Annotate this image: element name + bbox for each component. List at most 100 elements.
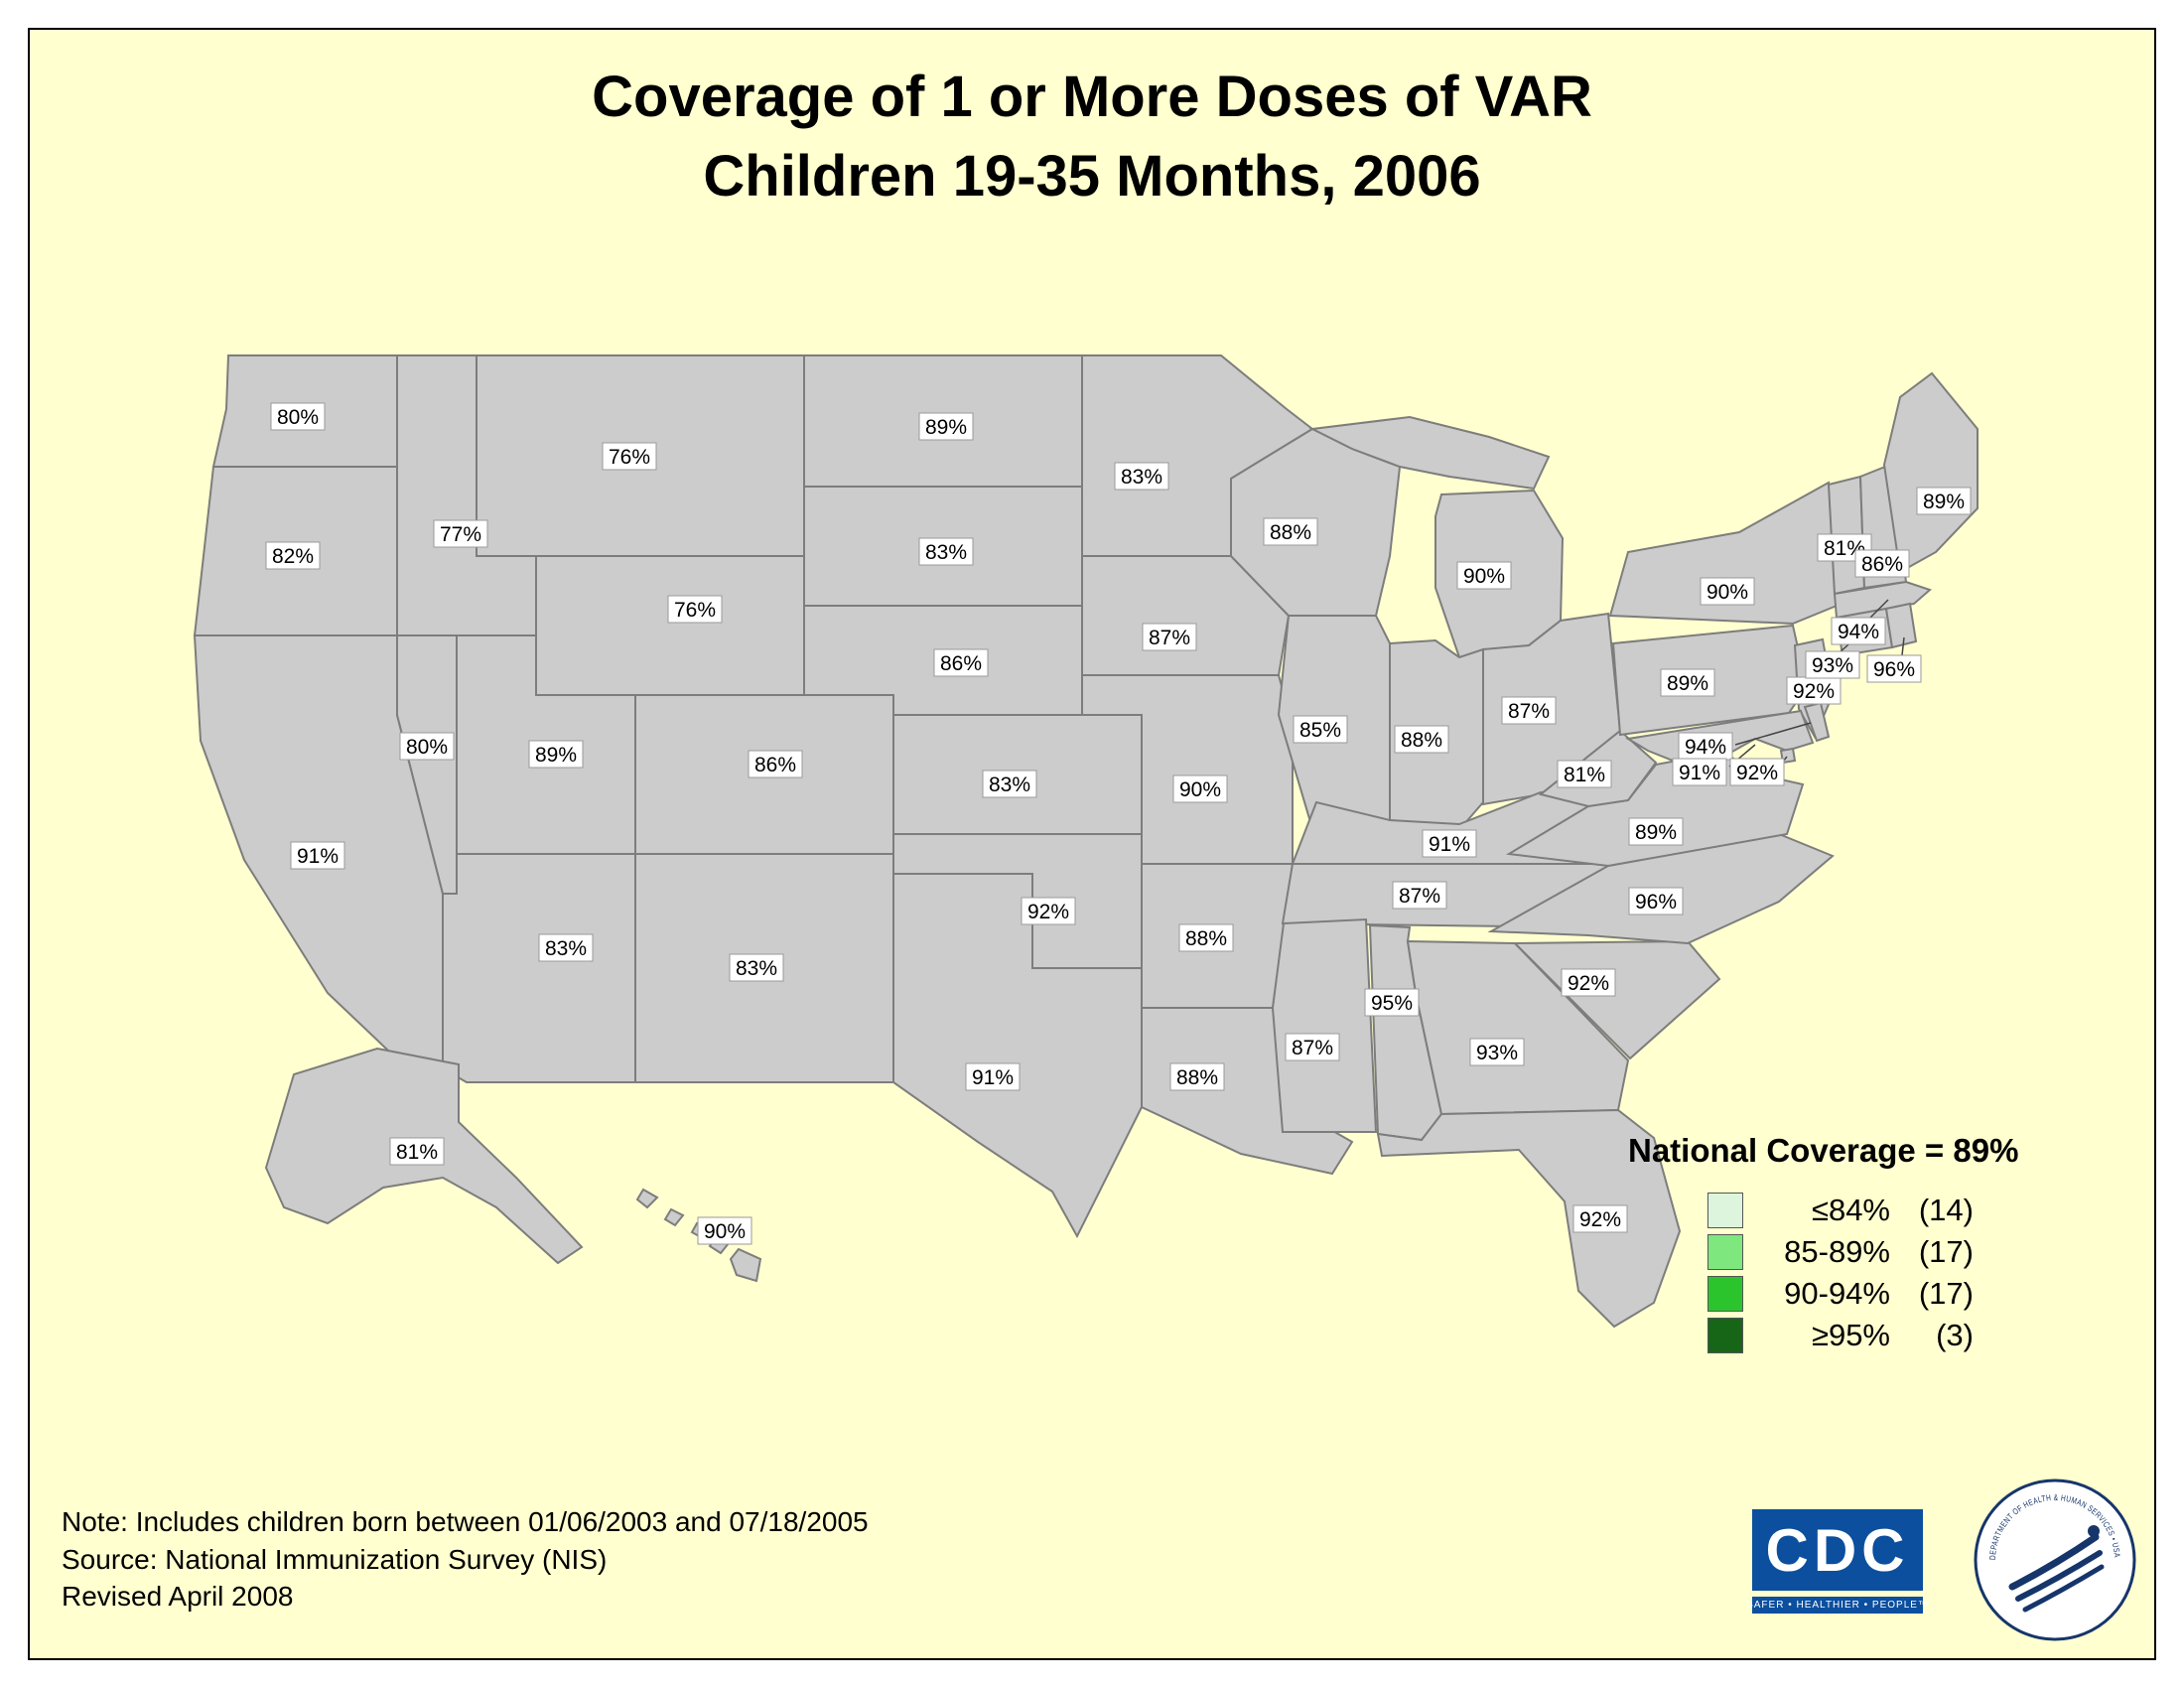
state-label-ID: 77% [433,519,488,548]
state-label-SD: 83% [918,537,974,566]
legend-row-2: 85-89% (17) [1628,1231,2105,1273]
svg-text:92%: 92% [1579,1208,1621,1231]
state-IA [1081,555,1291,676]
state-label-TN: 87% [1392,881,1447,910]
legend-count-85-89: (17) [1918,1234,1974,1269]
state-label-NM: 83% [729,953,784,982]
leader-RI [1901,636,1905,656]
cdc-logo-text: CDC [1752,1509,1923,1591]
slide-title: Coverage of 1 or More Doses of VAR Child… [0,58,2184,216]
state-value-labels: 80% 82% 91% 80% 77% 76% 76% 89% 86% 83% 83% 89% 83% 8… [265,402,1972,1245]
state-label-WA: 80% [270,402,326,431]
legend-label-le84: ≤84% [1811,1193,1890,1227]
svg-text:86%: 86% [754,754,796,776]
legend-count-ge95: (3) [1936,1318,1974,1352]
svg-text:90%: 90% [704,1220,746,1243]
state-label-CO: 86% [748,750,803,778]
svg-text:96%: 96% [1873,658,1915,681]
state-label-DC: 92% [1729,758,1785,786]
svg-text:96%: 96% [1635,891,1677,914]
svg-text:85%: 85% [1299,719,1341,742]
svg-text:90%: 90% [1463,565,1505,588]
state-label-HI: 90% [697,1216,752,1245]
state-label-SC: 92% [1561,968,1616,997]
svg-text:81%: 81% [1564,764,1605,786]
note-line: Note: Includes children born between 01/… [62,1506,869,1537]
svg-text:89%: 89% [925,416,967,439]
svg-text:80%: 80% [406,736,448,759]
svg-text:82%: 82% [272,545,314,568]
svg-text:90%: 90% [1706,581,1748,604]
svg-text:88%: 88% [1176,1066,1218,1089]
state-label-IL: 85% [1293,715,1348,744]
state-label-IA: 87% [1142,623,1197,651]
state-label-WI: 88% [1263,517,1318,546]
map-legend: National Coverage = 89% ≤84% (14) 85-89%… [1628,1132,2105,1356]
state-label-CT: 93% [1805,650,1860,679]
revised-line: Revised April 2008 [62,1581,294,1613]
legend-row-1: ≤84% (14) [1628,1190,2105,1231]
svg-text:83%: 83% [989,774,1030,796]
legend-label-ge95: ≥95% [1811,1318,1890,1352]
svg-text:80%: 80% [277,406,319,429]
svg-text:88%: 88% [1185,927,1227,950]
state-FL [1376,1108,1682,1329]
state-ME [1882,371,1979,574]
state-label-ME: 89% [1916,487,1972,515]
state-label-NY: 90% [1700,577,1755,606]
state-label-MT: 76% [602,442,657,471]
svg-text:88%: 88% [1401,729,1442,752]
state-label-VA: 89% [1628,817,1684,846]
svg-text:83%: 83% [1121,466,1162,489]
legend-count-90-94: (17) [1918,1276,1974,1311]
svg-text:89%: 89% [1635,821,1677,844]
state-label-DE: 94% [1678,732,1733,761]
svg-text:89%: 89% [1923,491,1965,513]
legend-row-4: ≥95% (3) [1628,1315,2105,1356]
legend-title: National Coverage = 89% [1628,1132,2019,1169]
svg-text:91%: 91% [297,845,339,868]
hhs-eagle-icon [2008,1525,2105,1613]
svg-text:83%: 83% [925,541,967,564]
state-label-NJ: 92% [1786,676,1842,705]
svg-text:95%: 95% [1371,992,1413,1015]
svg-text:94%: 94% [1685,736,1726,759]
svg-text:87%: 87% [1149,627,1190,649]
svg-text:76%: 76% [674,599,716,622]
cdc-tagline: SAFER • HEALTHIER • PEOPLE™ [1746,1597,1928,1614]
cdc-logo: CDC SAFER • HEALTHIER • PEOPLE™ [1746,1509,1928,1614]
state-label-MA: 94% [1831,617,1886,645]
legend-count-le84: (14) [1918,1193,1974,1227]
state-label-AK: 81% [389,1137,445,1166]
state-label-LA: 88% [1169,1062,1225,1091]
source-line: Source: National Immunization Survey (NI… [62,1543,608,1575]
svg-text:76%: 76% [609,446,650,469]
state-label-RI: 96% [1866,654,1922,683]
state-label-GA: 93% [1469,1038,1525,1066]
state-label-UT: 89% [528,740,584,769]
svg-text:91%: 91% [972,1066,1014,1089]
state-MA [1833,580,1932,620]
state-label-AL: 95% [1364,988,1420,1017]
state-label-NC: 96% [1628,887,1684,915]
svg-text:77%: 77% [440,523,481,546]
state-label-MD: 91% [1672,758,1727,786]
leader-MA [1869,599,1889,619]
svg-text:91%: 91% [1429,833,1470,856]
svg-text:83%: 83% [545,937,587,960]
svg-text:89%: 89% [1667,672,1708,695]
state-label-AZ: 83% [538,933,594,962]
state-label-MO: 90% [1172,774,1228,803]
svg-text:86%: 86% [1861,553,1903,576]
legend-swatch-ge95 [1707,1318,1743,1353]
state-label-TX: 91% [965,1062,1021,1091]
state-label-OH: 87% [1501,696,1557,725]
state-label-FL: 92% [1572,1204,1628,1233]
legend-swatch-85-89 [1707,1234,1743,1270]
footnotes: Note: Includes children born between 01/… [62,1503,869,1616]
state-label-OR: 82% [265,541,321,570]
title-line-2: Children 19-35 Months, 2006 [703,144,1481,210]
state-label-NV: 80% [399,732,455,761]
state-RI [1884,602,1918,649]
